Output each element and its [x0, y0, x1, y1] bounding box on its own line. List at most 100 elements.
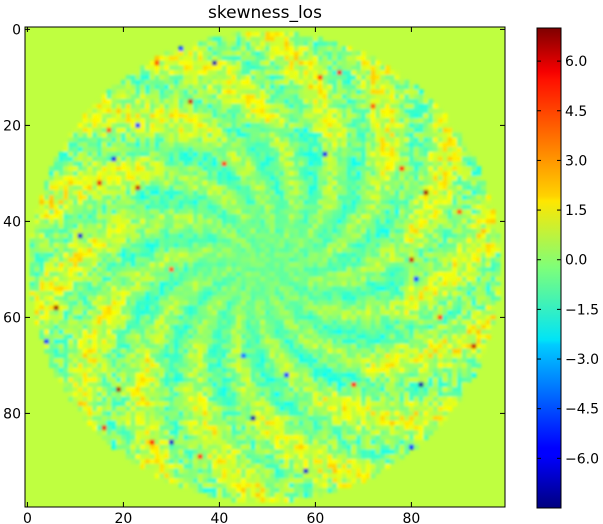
- heatmap-cell: [183, 70, 189, 76]
- heatmap-cell: [202, 46, 208, 52]
- heatmap-cell: [221, 142, 227, 148]
- heatmap-cell: [375, 291, 381, 297]
- heatmap-cell: [418, 204, 424, 210]
- heatmap-cell: [101, 247, 107, 253]
- heatmap-cell: [87, 166, 93, 172]
- heatmap-cell: [332, 46, 338, 52]
- heatmap-cell: [159, 70, 165, 76]
- heatmap-cell: [188, 276, 194, 282]
- heatmap-cell: [457, 171, 463, 177]
- heatmap-cell: [380, 103, 386, 109]
- heatmap-cell: [380, 209, 386, 215]
- heatmap-cell: [245, 65, 251, 71]
- heatmap-cell: [106, 252, 112, 258]
- heatmap-cell: [154, 123, 160, 129]
- heatmap-cell: [322, 185, 328, 191]
- heatmap-cell: [226, 75, 232, 81]
- heatmap-cell: [97, 113, 103, 119]
- heatmap-cell: [279, 113, 285, 119]
- heatmap-cell: [73, 180, 79, 186]
- heatmap-cell: [236, 161, 242, 167]
- heatmap-cell: [231, 257, 237, 263]
- heatmap-cell: [394, 243, 400, 249]
- heatmap-cell: [245, 171, 251, 177]
- heatmap-cell: [73, 247, 79, 253]
- heatmap-cell: [332, 55, 338, 61]
- heatmap-cell: [154, 271, 160, 277]
- heatmap-cell: [250, 51, 256, 57]
- heatmap-cell: [149, 199, 155, 205]
- heatmap-cell: [413, 262, 419, 268]
- heatmap-cell: [68, 238, 74, 244]
- heatmap-cell: [476, 281, 482, 287]
- heatmap-cell: [298, 118, 304, 124]
- heatmap-cell: [255, 79, 261, 85]
- heatmap-cell: [380, 190, 386, 196]
- heatmap-cell: [418, 161, 424, 167]
- heatmap-cell: [332, 223, 338, 229]
- heatmap-cell: [337, 156, 343, 162]
- heatmap-cell: [197, 310, 203, 316]
- heatmap-cell: [303, 305, 309, 311]
- heatmap-cell: [260, 286, 266, 292]
- heatmap-cell: [442, 267, 448, 273]
- heatmap-cell: [346, 142, 352, 148]
- heatmap-cell: [77, 156, 83, 162]
- heatmap-cell: [140, 75, 146, 81]
- heatmap-cell: [221, 310, 227, 316]
- heatmap-cell: [207, 65, 213, 71]
- heatmap-cell: [447, 233, 453, 239]
- heatmap-cell: [73, 310, 79, 316]
- heatmap-cell: [471, 190, 477, 196]
- heatmap-cell: [260, 257, 266, 263]
- heatmap-cell: [140, 267, 146, 273]
- heatmap-cell: [394, 70, 400, 76]
- heatmap-cell: [92, 271, 98, 277]
- heatmap-cell: [495, 257, 501, 263]
- heatmap-cell: [101, 127, 107, 133]
- heatmap-cell: [202, 233, 208, 239]
- heatmap-cell: [313, 89, 319, 95]
- heatmap-cell: [481, 223, 487, 229]
- heatmap-cell: [260, 55, 266, 61]
- heatmap-cell: [428, 127, 434, 133]
- heatmap-cell: [188, 223, 194, 229]
- heatmap-cell: [149, 214, 155, 220]
- heatmap-cell: [63, 243, 69, 249]
- heatmap-cell: [193, 118, 199, 124]
- heatmap-cell: [197, 132, 203, 138]
- heatmap-cell: [106, 185, 112, 191]
- heatmap-cell: [447, 238, 453, 244]
- heatmap-cell: [169, 247, 175, 253]
- heatmap-cell: [437, 209, 443, 215]
- heatmap-cell: [409, 310, 415, 316]
- heatmap-cell: [346, 118, 352, 124]
- heatmap-cell: [173, 199, 179, 205]
- heatmap-cell: [265, 219, 271, 225]
- heatmap-cell: [197, 214, 203, 220]
- heatmap-cell: [226, 41, 232, 47]
- heatmap-cell: [92, 324, 98, 330]
- heatmap-cell: [255, 94, 261, 100]
- heatmap-cell: [447, 247, 453, 253]
- heatmap-cell: [274, 84, 280, 90]
- heatmap-cell: [423, 247, 429, 253]
- heatmap-cell: [265, 94, 271, 100]
- heatmap-cell: [375, 252, 381, 258]
- heatmap-cell: [471, 209, 477, 215]
- heatmap-cell: [260, 161, 266, 167]
- heatmap-cell: [149, 305, 155, 311]
- heatmap-cell: [317, 156, 323, 162]
- heatmap-cell: [164, 204, 170, 210]
- heatmap-cell: [433, 103, 439, 109]
- heatmap-cell: [308, 137, 314, 143]
- heatmap-cell: [346, 300, 352, 306]
- heatmap-cell: [236, 243, 242, 249]
- heatmap-cell: [53, 267, 59, 273]
- heatmap-cell: [433, 161, 439, 167]
- heatmap-cell: [149, 300, 155, 306]
- heatmap-cell: [308, 156, 314, 162]
- heatmap-cell: [490, 233, 496, 239]
- heatmap-cell: [197, 142, 203, 148]
- heatmap-cell: [221, 281, 227, 287]
